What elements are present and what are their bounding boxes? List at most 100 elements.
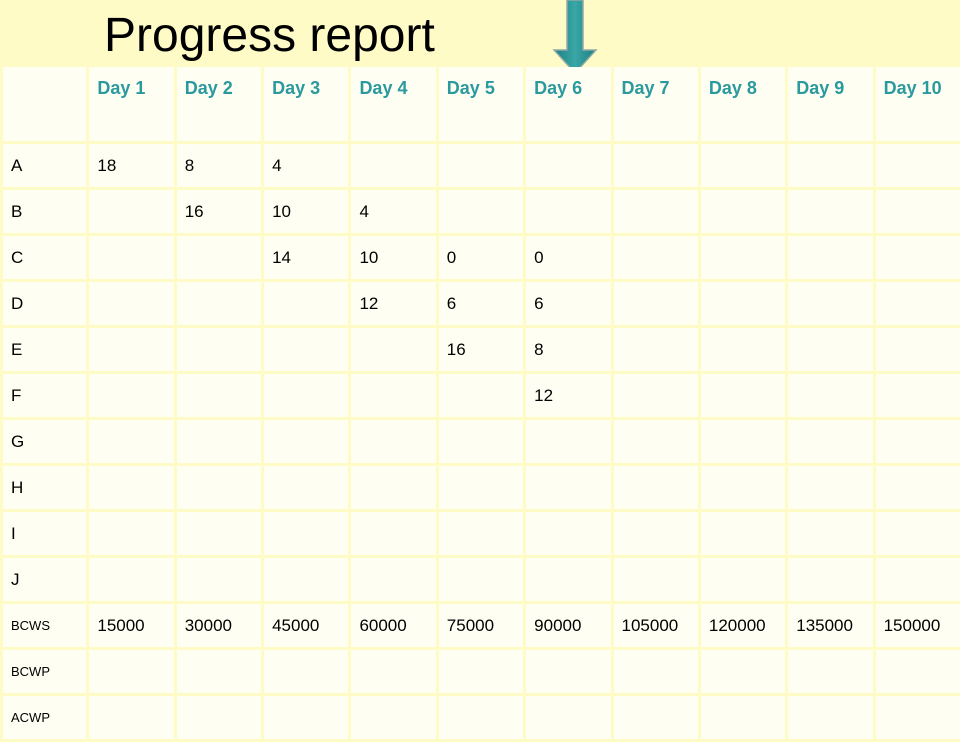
table-cell <box>700 144 786 187</box>
table-cell <box>613 374 698 417</box>
table-row: A 18 8 4 <box>3 144 960 187</box>
table-cell <box>438 558 524 601</box>
table-row: G <box>3 420 960 463</box>
row-label: I <box>3 512 87 555</box>
table-cell <box>176 696 262 739</box>
table-cell <box>264 558 349 601</box>
row-label: BCWS <box>3 604 87 647</box>
table-cell <box>89 650 174 693</box>
table-cell <box>176 236 262 279</box>
table-cell <box>875 512 960 555</box>
table-row: E 16 8 <box>3 328 960 371</box>
table-cell <box>875 144 960 187</box>
column-header-day-2: Day 2 <box>176 67 262 141</box>
table-cell <box>700 558 786 601</box>
table-cell <box>176 558 262 601</box>
table-cell <box>89 282 174 325</box>
row-label: G <box>3 420 87 463</box>
table-cell <box>788 420 873 463</box>
column-header-day-10: Day 10 <box>875 67 960 141</box>
table-cell <box>351 696 436 739</box>
table-cell <box>264 466 349 509</box>
table-cell <box>89 374 174 417</box>
table-cell <box>351 466 436 509</box>
table-cell <box>875 466 960 509</box>
table-cell <box>613 558 698 601</box>
row-label: D <box>3 282 87 325</box>
table-row: J <box>3 558 960 601</box>
table-cell <box>351 650 436 693</box>
table-cell: 150000 <box>875 604 960 647</box>
table-cell <box>526 466 611 509</box>
table-cell <box>438 144 524 187</box>
table-cell <box>264 328 349 371</box>
header-row: Day 1 Day 2 Day 3 Day 4 Day 5 Day 6 Day 7 Day 8… <box>3 67 960 141</box>
table-cell <box>613 512 698 555</box>
table-cell: 14 <box>264 236 349 279</box>
table-row: I <box>3 512 960 555</box>
column-header-day-7: Day 7 <box>613 67 698 141</box>
table-cell <box>176 466 262 509</box>
table-cell <box>875 650 960 693</box>
table-row: BCWP <box>3 650 960 693</box>
progress-table: Day 1 Day 2 Day 3 Day 4 Day 5 Day 6 Day 7 Day 8… <box>0 64 960 742</box>
table-cell <box>351 328 436 371</box>
table-cell <box>700 466 786 509</box>
table-row: F 12 <box>3 374 960 417</box>
table-cell <box>875 282 960 325</box>
table-cell <box>176 282 262 325</box>
table-cell <box>176 374 262 417</box>
table-cell <box>875 374 960 417</box>
table-cell <box>526 696 611 739</box>
table-cell <box>89 236 174 279</box>
table-cell: 120000 <box>700 604 786 647</box>
table-cell <box>351 512 436 555</box>
table-cell <box>264 650 349 693</box>
table-cell <box>700 374 786 417</box>
table-cell: 16 <box>438 328 524 371</box>
table-cell <box>89 328 174 371</box>
table-cell <box>875 236 960 279</box>
table-cell <box>700 512 786 555</box>
table-cell: 18 <box>89 144 174 187</box>
table-cell <box>700 650 786 693</box>
table-cell: 12 <box>351 282 436 325</box>
table-row: B 16 10 4 <box>3 190 960 233</box>
table-cell <box>788 236 873 279</box>
table-row: C 14 10 0 0 <box>3 236 960 279</box>
table-cell <box>788 512 873 555</box>
table-cell <box>264 420 349 463</box>
table-cell <box>613 144 698 187</box>
table-cell <box>89 558 174 601</box>
table-cell <box>526 512 611 555</box>
table-cell <box>264 374 349 417</box>
row-label: BCWP <box>3 650 87 693</box>
table-cell <box>788 190 873 233</box>
table-cell <box>613 236 698 279</box>
row-label: C <box>3 236 87 279</box>
table-cell: 90000 <box>526 604 611 647</box>
table-cell <box>176 328 262 371</box>
table-cell: 45000 <box>264 604 349 647</box>
table-cell <box>875 420 960 463</box>
column-header-day-8: Day 8 <box>700 67 786 141</box>
table-cell <box>700 328 786 371</box>
table-cell <box>89 466 174 509</box>
table-cell <box>526 190 611 233</box>
table-cell: 135000 <box>788 604 873 647</box>
row-label: ACWP <box>3 696 87 739</box>
table-cell <box>700 236 786 279</box>
table-cell <box>788 328 873 371</box>
table-cell <box>526 144 611 187</box>
table-cell: 8 <box>526 328 611 371</box>
column-header-day-6: Day 6 <box>526 67 611 141</box>
table-cell <box>89 512 174 555</box>
table-cell <box>788 282 873 325</box>
table-cell <box>351 420 436 463</box>
table-cell <box>351 558 436 601</box>
column-header-day-9: Day 9 <box>788 67 873 141</box>
table-cell <box>438 374 524 417</box>
table-body: A 18 8 4 B 16 10 4 C 14 10 0 0 D 12 6 6 E 16 8 F 12 G H I J BCWS 15… <box>3 144 960 739</box>
table-cell <box>875 328 960 371</box>
column-header-day-1: Day 1 <box>89 67 174 141</box>
